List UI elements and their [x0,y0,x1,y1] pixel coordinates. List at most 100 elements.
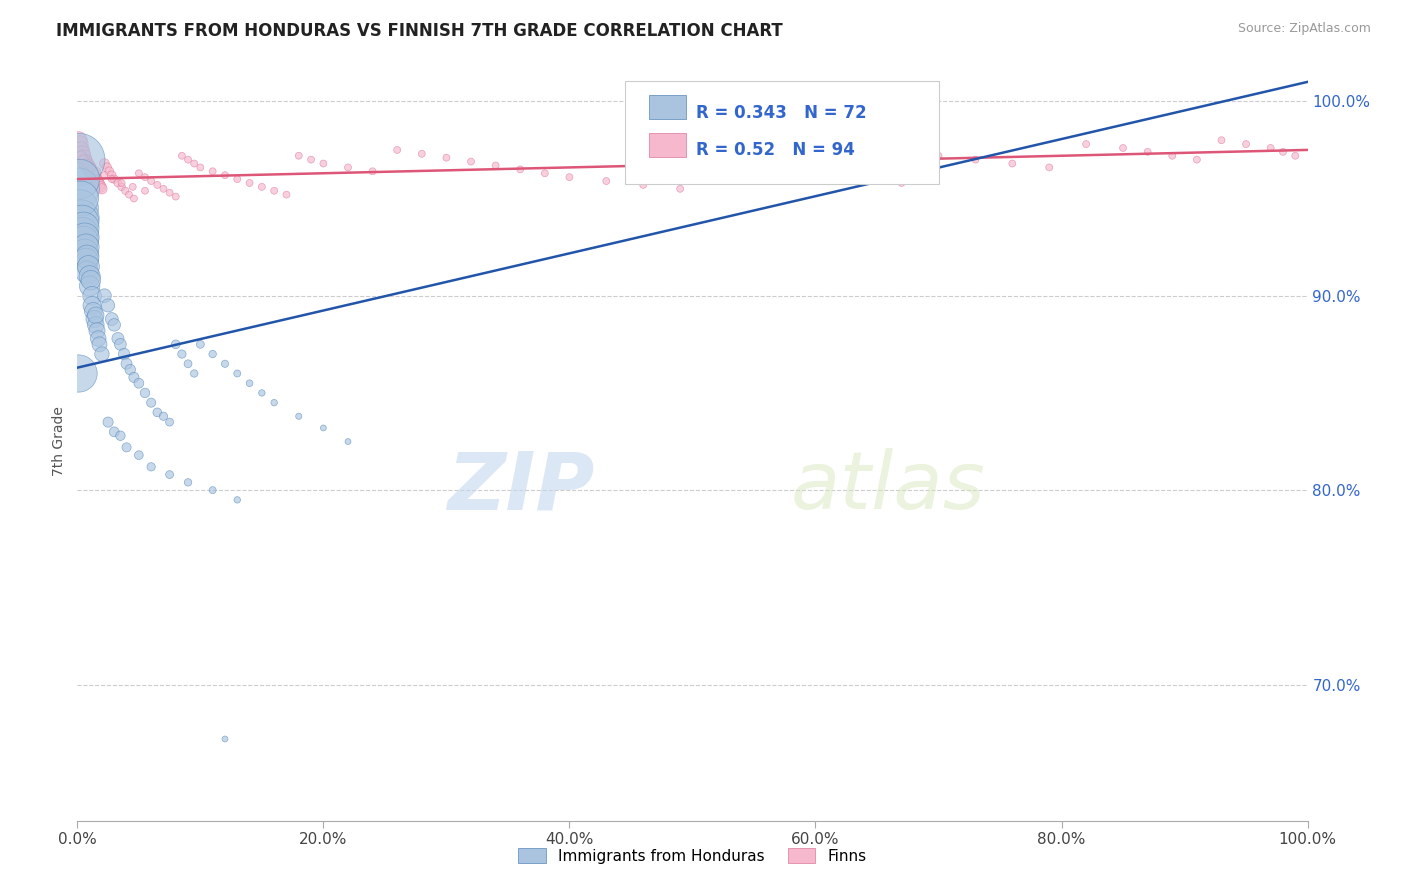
Point [115,357,138,371]
Point [76,265,98,279]
Point [76,156,98,170]
Point [152,409,174,424]
Point [183,367,205,381]
Point [80,164,103,178]
Bar [650,95,686,120]
Point [77,260,100,274]
Point [460,154,482,169]
Point [159,415,181,429]
Point [214,731,236,746]
Point [87,176,110,190]
Point [1136,145,1159,159]
Point [485,159,508,173]
Point [76,159,98,173]
Point [70,149,93,163]
Text: Source: ZipAtlas.com: Source: ZipAtlas.com [1237,22,1371,36]
Point [263,395,285,409]
Point [146,405,169,419]
Point [177,357,200,371]
Point [75,253,97,268]
Point [107,176,129,190]
Point [1112,141,1135,155]
Point [98,164,121,178]
Point [276,187,298,202]
Point [742,161,765,175]
Point [84,308,107,322]
Point [436,151,458,165]
Point [101,172,124,186]
Point [82,161,104,175]
Point [114,184,136,198]
Point [170,347,193,361]
Point [141,395,163,409]
Point [93,168,115,182]
Point [90,182,114,196]
Point [312,421,335,435]
Bar [650,133,686,157]
Y-axis label: 7th Grade: 7th Grade [52,407,66,476]
Point [75,156,97,170]
Point [239,376,262,391]
Point [128,448,150,462]
Point [928,149,950,163]
Point [263,184,285,198]
Point [101,312,124,326]
Point [128,166,150,180]
Point [72,220,94,235]
Point [70,143,93,157]
Legend: Immigrants from Honduras, Finns: Immigrants from Honduras, Finns [512,842,873,870]
Point [141,459,163,474]
Point [118,187,141,202]
Point [250,386,273,401]
Point [201,164,224,178]
Text: ZIP: ZIP [447,448,595,526]
Point [1234,137,1257,152]
Point [86,174,108,188]
Point [337,434,360,449]
Point [288,409,311,424]
Point [103,318,125,332]
Point [79,269,101,284]
Point [72,235,94,249]
Point [128,376,150,391]
Point [1038,161,1060,175]
Point [1260,141,1282,155]
Point [111,179,132,194]
Point [107,331,129,345]
Point [75,240,97,254]
Point [299,153,322,167]
Text: IMMIGRANTS FROM HONDURAS VS FINNISH 7TH GRADE CORRELATION CHART: IMMIGRANTS FROM HONDURAS VS FINNISH 7TH … [56,22,783,40]
Point [89,337,111,351]
Point [82,298,104,312]
Point [141,174,163,188]
Point [1272,145,1295,159]
Point [70,227,93,241]
Point [76,250,98,264]
Point [188,337,212,351]
Point [226,367,249,381]
Point [1284,149,1306,163]
Point [226,492,249,507]
Point [170,149,193,163]
Point [79,162,101,177]
Point [669,182,692,196]
Point [146,178,169,192]
Point [152,182,174,196]
Point [595,174,617,188]
Point [134,386,156,401]
Point [188,161,212,175]
Point [89,178,111,192]
Point [201,347,224,361]
Point [134,184,156,198]
Point [337,161,360,175]
Point [250,179,273,194]
Point [1001,156,1024,170]
Point [103,425,125,439]
Point [86,164,108,178]
Point [534,166,557,180]
Point [67,153,90,167]
Point [97,298,120,312]
Point [183,156,205,170]
Point [115,441,138,455]
Point [72,153,94,167]
